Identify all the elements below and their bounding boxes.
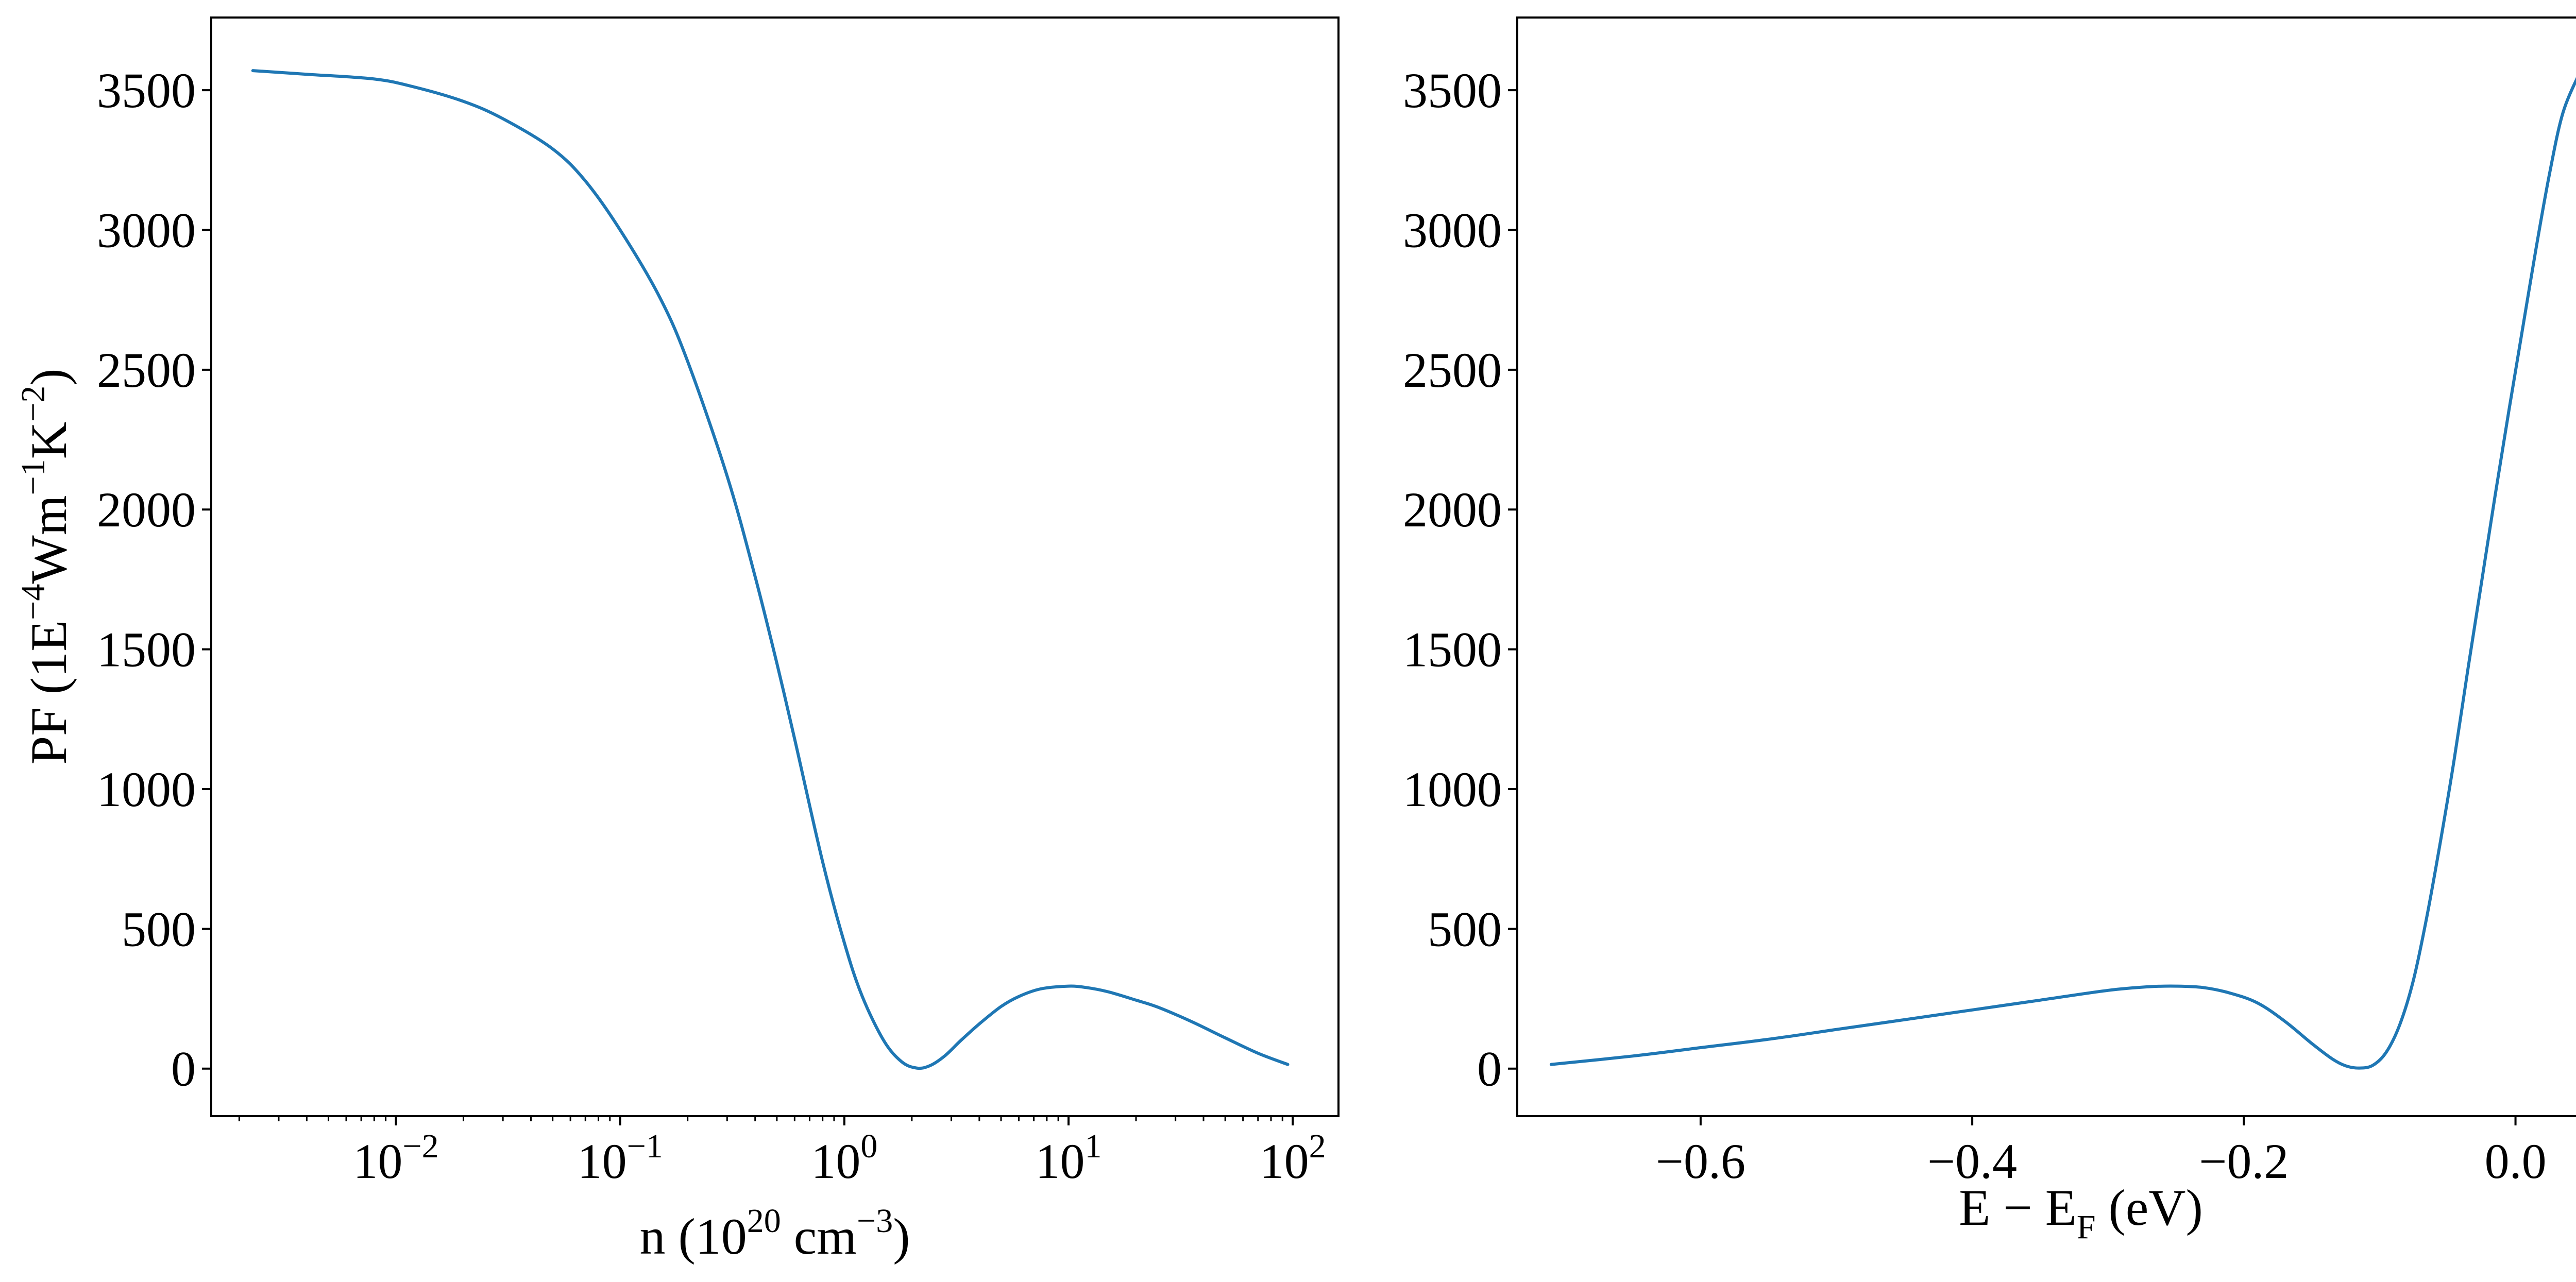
y-tick-label: 1000 <box>1403 762 1502 817</box>
y-tick-label: 1500 <box>1403 622 1502 677</box>
y-tick-label: 0 <box>1477 1041 1502 1097</box>
x-tick-label: 100 <box>811 1127 877 1189</box>
left-chart: 0 500 1000 1500 2000 2500 3000 3500 10−2 10−1 100… <box>14 16 1340 1265</box>
y-tick-label: 2500 <box>1403 343 1502 398</box>
y-tick-label: 500 <box>1428 901 1502 956</box>
y-tick-label: 2000 <box>97 482 196 537</box>
y-tick-label: 3500 <box>97 63 196 118</box>
y-tick-label: 3000 <box>1403 202 1502 258</box>
x-tick-label: 10−2 <box>353 1127 438 1189</box>
right-x-axis-label: E − EF (eV) <box>1959 1179 2203 1246</box>
x-tick-label: 10−1 <box>578 1127 663 1189</box>
left-plot-frame <box>210 16 1340 1117</box>
left-x-axis-label: n (1020 cm−3) <box>639 1202 910 1265</box>
x-tick-label: 0.0 <box>2485 1134 2547 1189</box>
y-tick-label: 1000 <box>97 762 196 817</box>
left-y-axis-label: PF (1E−4Wm−1K−2) <box>14 368 77 764</box>
x-tick-label: 101 <box>1036 1127 1102 1189</box>
x-tick-label: −0.2 <box>2199 1134 2289 1189</box>
left-y-axis: 0 500 1000 1500 2000 2500 3000 3500 <box>97 63 211 1097</box>
y-tick-label: 3500 <box>1403 63 1502 118</box>
y-tick-label: 1500 <box>97 622 196 677</box>
y-tick-label: 0 <box>171 1041 196 1097</box>
x-tick-label: −0.6 <box>1656 1134 1745 1189</box>
left-series-line <box>251 69 1290 1070</box>
right-plot-frame <box>1516 16 2576 1117</box>
y-tick-label: 500 <box>122 901 196 956</box>
x-tick-label: 102 <box>1260 1127 1326 1189</box>
right-series-line <box>1549 77 2576 1070</box>
right-y-axis: 0 500 1000 1500 2000 2500 3000 3500 <box>1403 63 1517 1097</box>
y-tick-label: 2500 <box>97 343 196 398</box>
x-tick-label: −0.4 <box>1927 1134 2017 1189</box>
right-x-axis: −0.6 −0.4 −0.2 0.0 <box>1656 1116 2547 1189</box>
y-tick-label: 3000 <box>97 202 196 258</box>
left-x-axis: 10−2 10−1 100 101 102 <box>238 1116 1326 1189</box>
y-tick-label: 2000 <box>1403 482 1502 537</box>
